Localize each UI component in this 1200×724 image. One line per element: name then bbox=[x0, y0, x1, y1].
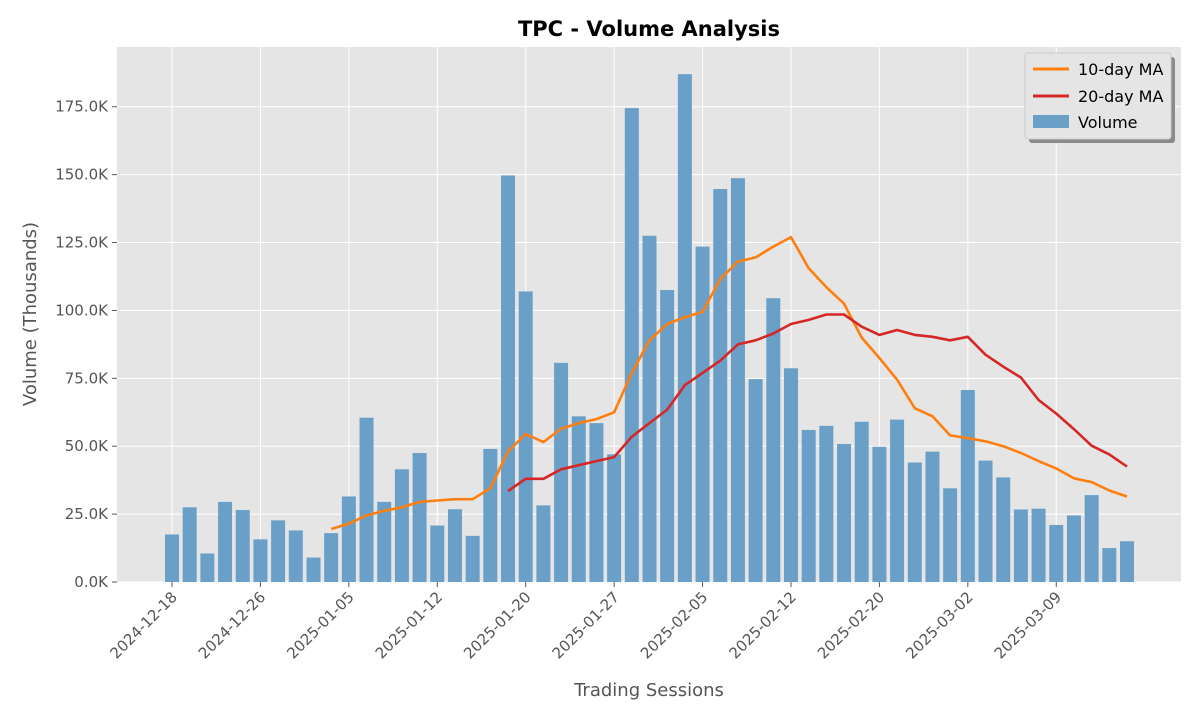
legend-label-20-day-ma: 20-day MA bbox=[1078, 87, 1163, 106]
moving-average-lines bbox=[330, 235, 1128, 531]
volume-bar bbox=[235, 510, 250, 582]
volume-bar bbox=[748, 379, 763, 582]
volume-bar bbox=[501, 175, 516, 582]
y-tick-label: 125.0K bbox=[55, 234, 109, 252]
volume-bar bbox=[943, 488, 958, 582]
volume-bar bbox=[766, 298, 781, 582]
volume-bar bbox=[306, 557, 321, 582]
volume-bar bbox=[271, 520, 286, 582]
volume-bar bbox=[783, 368, 798, 582]
volume-bar bbox=[925, 451, 940, 582]
volume-bar bbox=[819, 425, 834, 582]
volume-bar bbox=[996, 477, 1011, 582]
legend: 10-day MA 20-day MA Volume bbox=[1024, 52, 1175, 143]
volume-bar bbox=[253, 539, 268, 582]
volume-bar bbox=[1120, 541, 1134, 582]
volume-bar bbox=[1102, 548, 1117, 582]
10-day-ma-line bbox=[330, 235, 1128, 531]
volume-bar bbox=[837, 444, 852, 582]
volume-bar bbox=[890, 419, 905, 582]
legend-label-10-day-ma: 10-day MA bbox=[1078, 60, 1163, 79]
volume-bar bbox=[447, 509, 462, 582]
volume-bar bbox=[872, 446, 887, 582]
volume-bar bbox=[518, 291, 533, 582]
volume-bar bbox=[200, 553, 215, 582]
volume-bar bbox=[182, 507, 197, 582]
volume-bar bbox=[660, 290, 675, 582]
y-tick-label: 75.0K bbox=[65, 369, 109, 387]
volume-bar bbox=[554, 362, 569, 582]
volume-bar bbox=[695, 246, 710, 582]
volume-bar bbox=[960, 389, 975, 582]
volume-bar bbox=[1013, 509, 1028, 582]
volume-bar bbox=[483, 448, 498, 582]
volume-bar bbox=[907, 462, 922, 582]
y-tick-label: 175.0K bbox=[55, 98, 109, 116]
volume-bar bbox=[465, 535, 480, 582]
volume-bar bbox=[1031, 508, 1046, 582]
volume-bar bbox=[589, 423, 604, 582]
legend-label-volume: Volume bbox=[1078, 113, 1138, 132]
20-day-ma-line bbox=[507, 313, 1128, 493]
volume-bar bbox=[1066, 515, 1081, 582]
y-tick-label: 25.0K bbox=[65, 505, 109, 523]
volume-bar bbox=[536, 505, 551, 582]
volume-bar bbox=[677, 74, 692, 583]
volume-bar bbox=[801, 429, 816, 582]
volume-bar bbox=[571, 416, 586, 582]
volume-bar bbox=[324, 533, 339, 582]
volume-bar bbox=[642, 235, 657, 582]
y-tick-label: 0.0K bbox=[74, 573, 109, 591]
y-axis-label: Volume (Thousands) bbox=[20, 222, 41, 406]
x-axis-label: Trading Sessions bbox=[573, 680, 724, 701]
volume-bar bbox=[854, 421, 869, 582]
volume-bar bbox=[218, 501, 233, 582]
y-tick-label: 50.0K bbox=[65, 437, 109, 455]
volume-bar bbox=[359, 417, 374, 582]
volume-bar bbox=[288, 530, 303, 582]
volume-bar bbox=[624, 108, 639, 582]
volume-bar bbox=[377, 501, 392, 582]
volume-bar bbox=[341, 496, 356, 582]
y-tick-label: 150.0K bbox=[55, 166, 109, 184]
volume-bar bbox=[394, 469, 409, 582]
volume-bar bbox=[730, 178, 745, 582]
volume-bar bbox=[713, 189, 728, 582]
volume-bar bbox=[430, 525, 445, 582]
volume-bar bbox=[978, 460, 993, 582]
chart-title: TPC - Volume Analysis bbox=[518, 17, 780, 41]
volume-bar bbox=[412, 453, 427, 582]
y-tick-label: 100.0K bbox=[55, 301, 109, 319]
volume-bar bbox=[1049, 524, 1064, 582]
volume-bar bbox=[165, 534, 179, 582]
legend-swatch-volume bbox=[1033, 115, 1069, 128]
volume-bar bbox=[1084, 495, 1099, 582]
volume-bar bbox=[607, 454, 622, 582]
volume-bars bbox=[165, 74, 1134, 583]
